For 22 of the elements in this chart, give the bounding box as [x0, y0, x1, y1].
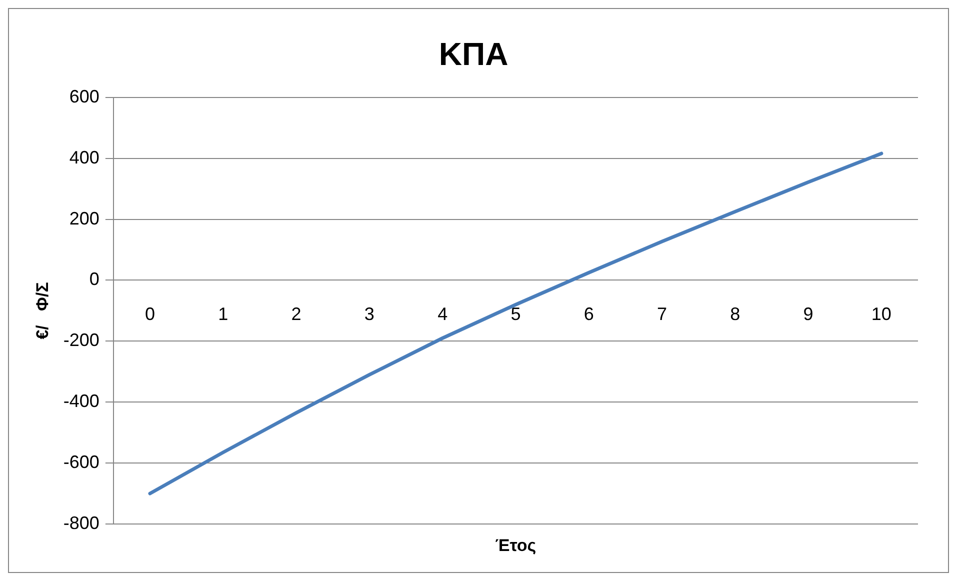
y-tick-label: 0	[89, 269, 100, 290]
x-tick-label: 10	[871, 304, 892, 324]
x-tick-label: 8	[730, 304, 740, 324]
x-tick-label: 2	[291, 304, 302, 324]
chart-title: ΚΠΑ	[438, 36, 508, 72]
y-tick-label: -400	[63, 391, 100, 412]
y-tick-label: -600	[63, 452, 100, 472]
x-tick-label: 3	[364, 304, 374, 324]
y-tick-label: -800	[63, 512, 100, 533]
x-tick-label: 1	[218, 304, 228, 324]
y-tick-label: 400	[69, 147, 100, 168]
x-tick-label: 4	[438, 304, 448, 324]
x-tick-label: 7	[656, 304, 668, 324]
y-tick-label: 200	[69, 208, 100, 228]
x-axis-title: Έτος	[495, 536, 536, 556]
x-tick-label: 9	[803, 304, 814, 324]
y-tick-label: 600	[69, 86, 100, 106]
x-tick-label: 5	[510, 304, 521, 324]
x-tick-label: 0	[144, 304, 156, 324]
x-tick-label: 6	[584, 304, 594, 324]
y-axis-title: €/ Φ/Σ	[32, 282, 52, 340]
y-tick-label: -200	[63, 330, 100, 350]
